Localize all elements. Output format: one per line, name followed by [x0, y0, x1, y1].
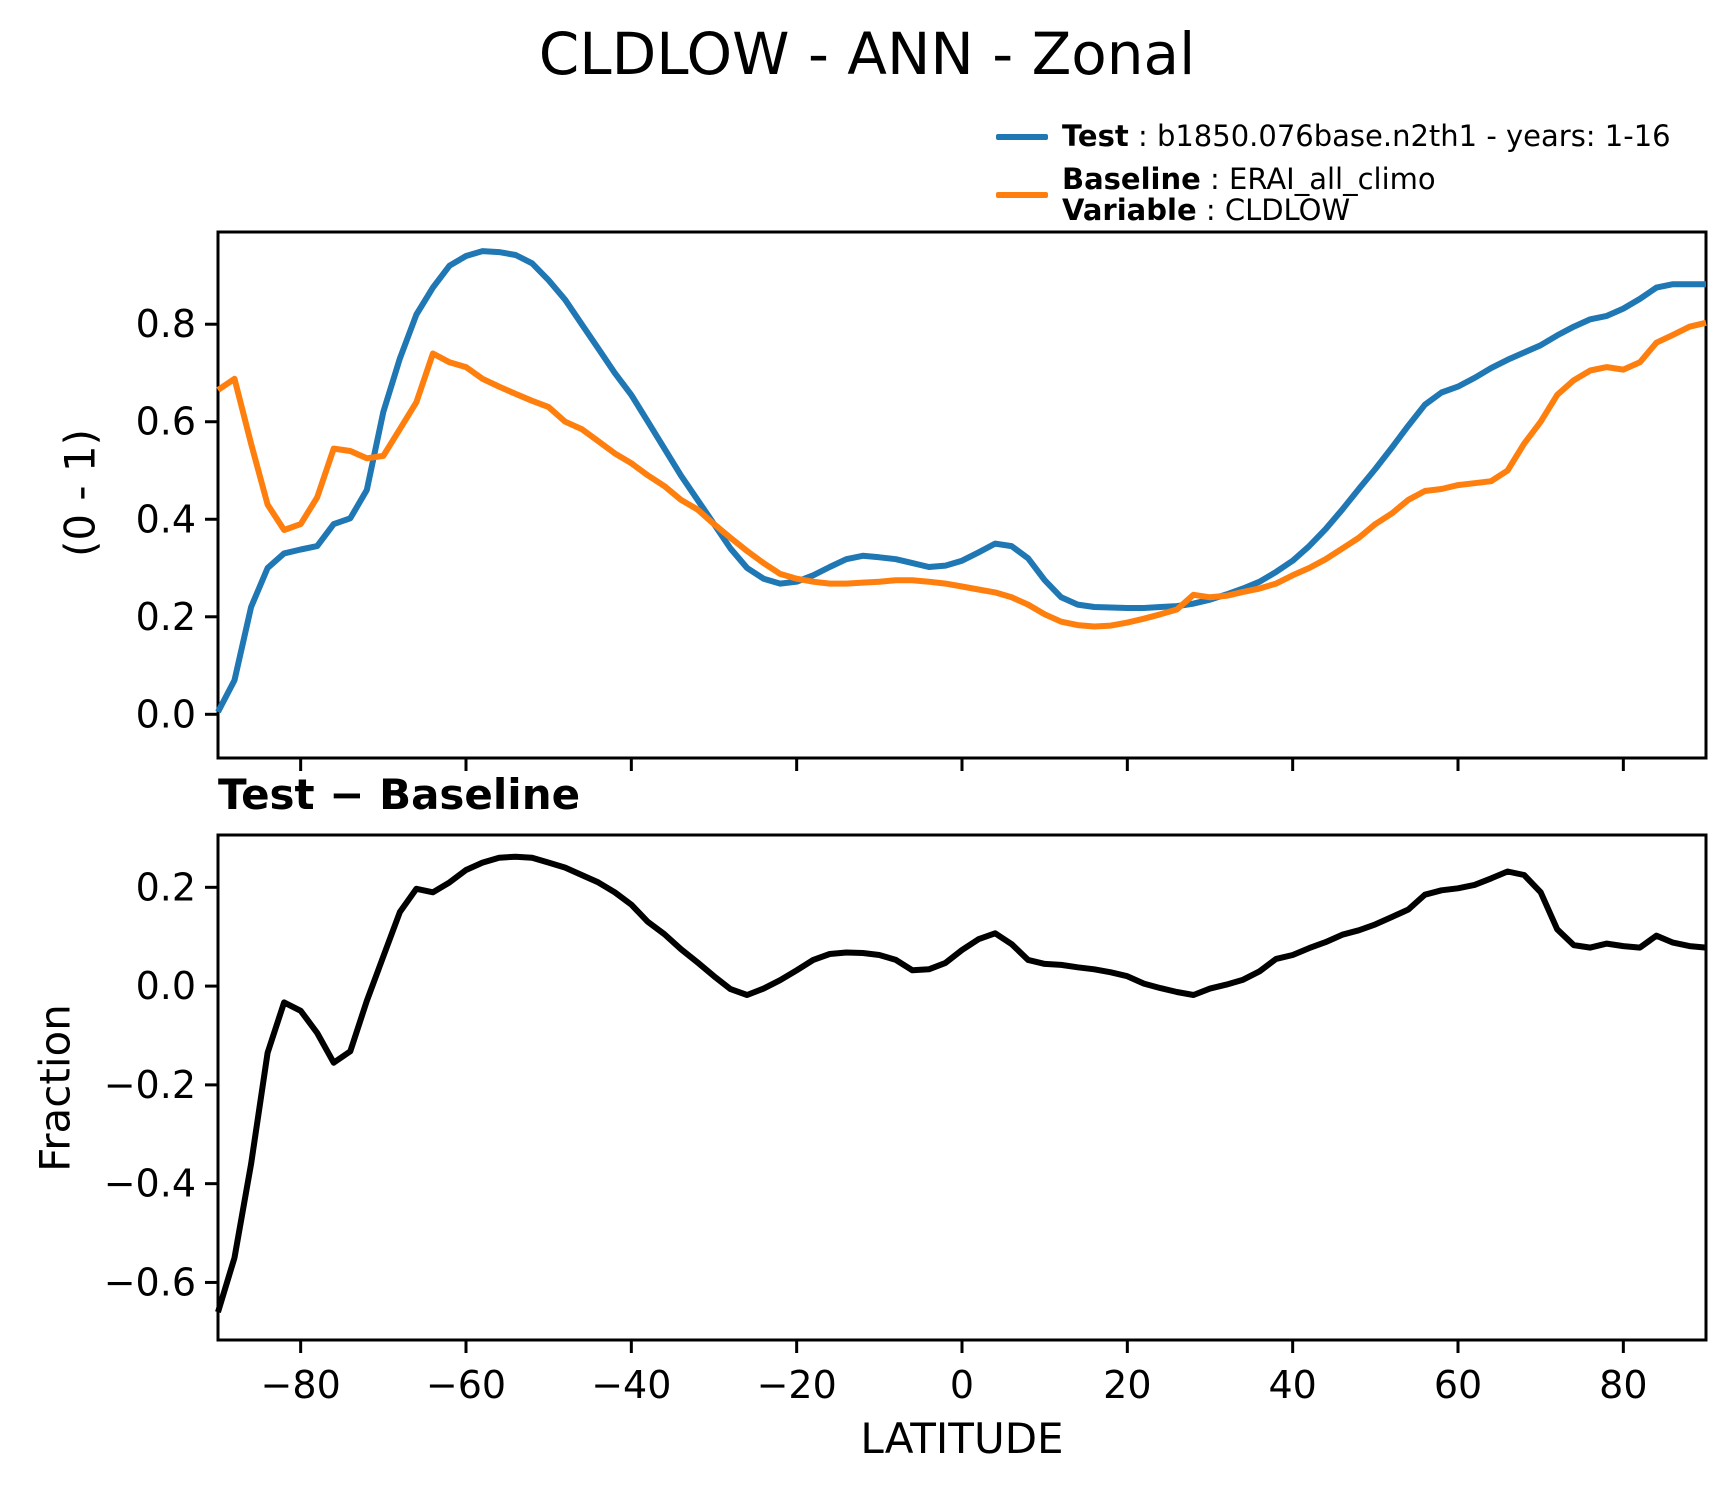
bottom-panel-y-axis-label: Fraction: [30, 1004, 80, 1172]
svg-text:40: 40: [1268, 1363, 1316, 1407]
x-axis-label: LATITUDE: [860, 1414, 1064, 1463]
legend-test-label: Test : b1850.076base.n2th1 - years: 1-16: [1062, 119, 1671, 153]
svg-text:0.2: 0.2: [136, 595, 196, 639]
svg-text:−80: −80: [261, 1363, 341, 1407]
test-line-swatch: [996, 133, 1048, 140]
svg-text:−0.4: −0.4: [104, 1162, 196, 1206]
svg-text:−20: −20: [757, 1363, 837, 1407]
svg-text:−0.2: −0.2: [104, 1063, 196, 1107]
svg-text:60: 60: [1434, 1363, 1482, 1407]
svg-text:0: 0: [950, 1363, 974, 1407]
svg-text:−40: −40: [591, 1363, 671, 1407]
legend: Test : b1850.076base.n2th1 - years: 1-16…: [996, 121, 1671, 226]
svg-text:80: 80: [1599, 1363, 1647, 1407]
svg-text:0.2: 0.2: [136, 865, 196, 909]
svg-text:0.0: 0.0: [136, 964, 196, 1008]
svg-text:0.4: 0.4: [136, 497, 196, 541]
svg-text:−60: −60: [426, 1363, 506, 1407]
svg-text:0.6: 0.6: [136, 400, 196, 444]
chart-title: CLDLOW - ANN - Zonal: [538, 20, 1196, 88]
legend-item-baseline: Baseline : ERAI_all_climo Variable : CLD…: [996, 164, 1671, 226]
svg-text:−0.6: −0.6: [104, 1260, 196, 1304]
svg-text:20: 20: [1103, 1363, 1151, 1407]
top-panel-y-axis-label: (0 - 1): [55, 428, 105, 558]
difference-panel-title: Test − Baseline: [218, 770, 581, 819]
baseline-line-swatch: [996, 192, 1048, 198]
svg-text:0.8: 0.8: [136, 302, 196, 346]
legend-item-test: Test : b1850.076base.n2th1 - years: 1-16: [996, 121, 1671, 152]
svg-text:0.0: 0.0: [136, 692, 196, 736]
legend-baseline-label: Baseline : ERAI_all_climo Variable : CLD…: [1062, 162, 1436, 227]
